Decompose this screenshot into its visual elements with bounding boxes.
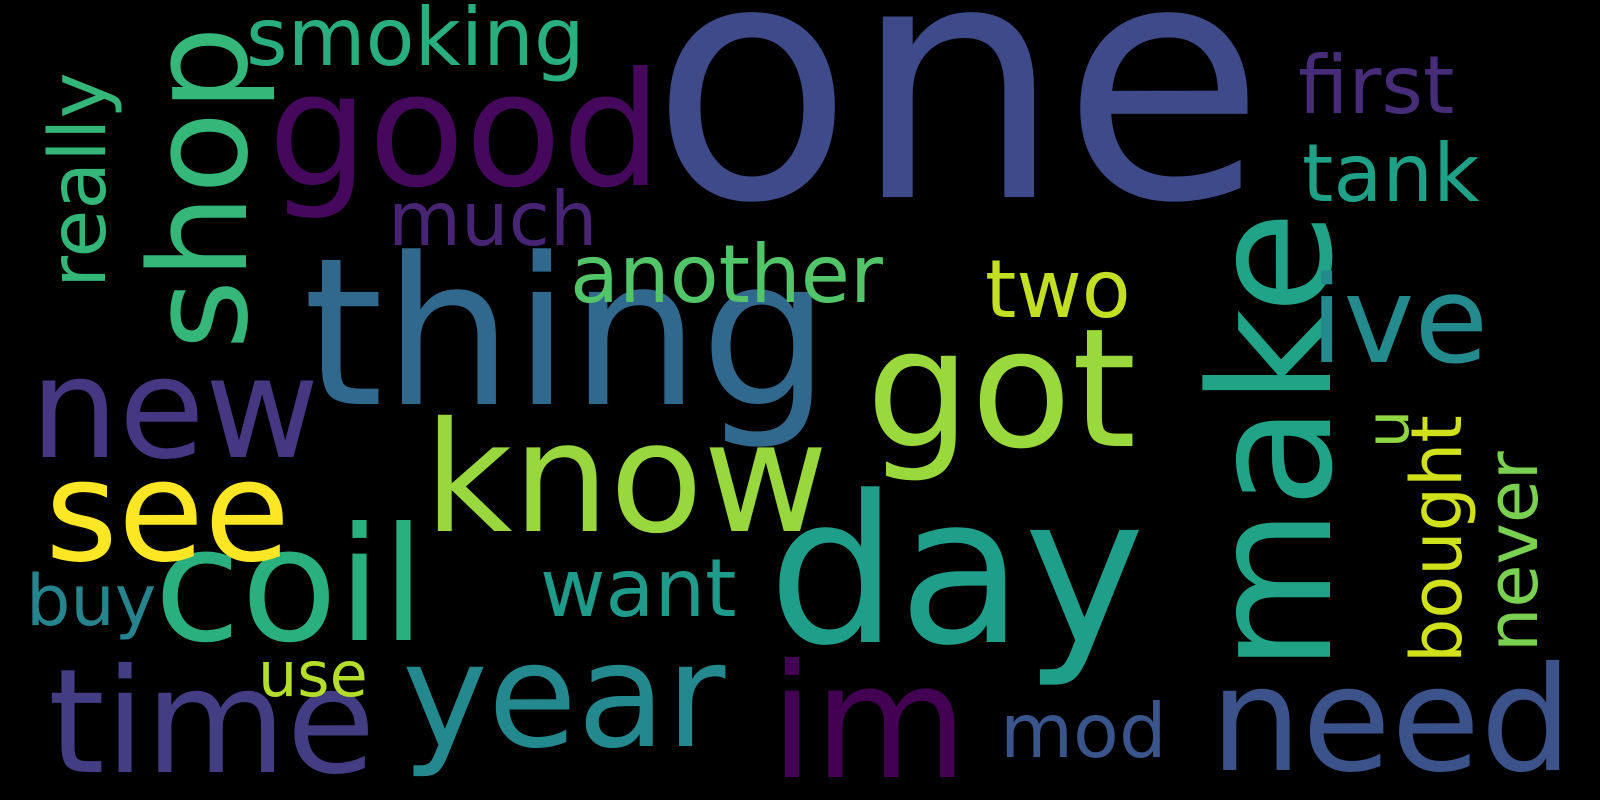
word-new: new xyxy=(30,328,320,491)
word-im: im xyxy=(770,631,968,800)
word-time: time xyxy=(48,638,376,800)
word-never: never xyxy=(1472,451,1554,652)
word-really: really xyxy=(34,72,124,288)
word-coil: coil xyxy=(154,494,426,678)
word-one: one xyxy=(651,0,1266,275)
word-tank: tank xyxy=(1302,127,1480,220)
word-day: day xyxy=(768,453,1146,691)
word-got: got xyxy=(866,293,1137,485)
word-another: another xyxy=(570,228,883,321)
word-mod: mod xyxy=(1000,687,1167,775)
word-two: two xyxy=(985,243,1131,336)
word-see: see xyxy=(45,431,291,594)
word-good: good xyxy=(268,39,662,223)
word-know: know xyxy=(424,390,829,568)
word-much: much xyxy=(388,175,598,263)
word-want: want xyxy=(540,542,737,635)
word-ive: ive xyxy=(1310,252,1489,391)
word-bought: bought xyxy=(1396,415,1478,663)
word-first: first xyxy=(1298,39,1455,132)
word-use: use xyxy=(258,638,368,711)
word-year: year xyxy=(402,612,726,781)
word-need: need xyxy=(1210,636,1573,800)
word-smoking: smoking xyxy=(246,0,585,84)
word-thing: thing xyxy=(303,215,831,453)
word-buy: buy xyxy=(26,560,157,642)
